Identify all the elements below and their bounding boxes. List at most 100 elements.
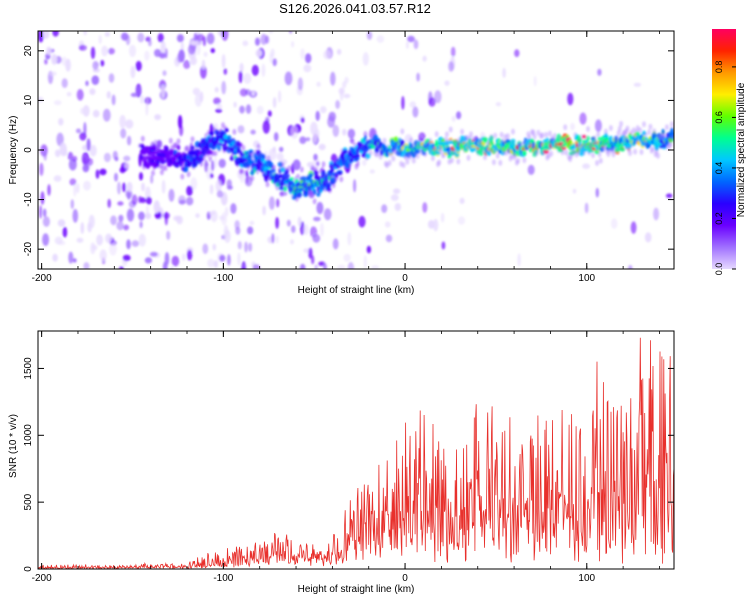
spectrogram-noise-blob [316, 161, 320, 166]
spectrogram-noise-blob [363, 255, 367, 269]
spectrogram-noise-blob [162, 261, 168, 269]
spectrogram-noise-blob [125, 119, 134, 129]
spectrogram-noise-blob [109, 241, 117, 256]
spectrogram-halo-blob [489, 134, 494, 140]
spectrogram-noise-blob [139, 172, 143, 181]
spectrogram-noise-blob [80, 222, 85, 234]
spectrogram-noise-blob [49, 71, 57, 76]
spectrogram-noise-blob [211, 160, 215, 172]
spectrogram-noise-blob [318, 261, 326, 267]
spectrogram-ridge-blob [399, 139, 405, 146]
spectrogram-noise-blob [226, 185, 233, 190]
spectrogram-noise-blob [108, 73, 115, 83]
spectrogram-noise-blob [448, 61, 454, 72]
spectrogram-noise-blob [248, 242, 253, 252]
spectrogram-ridge-blob [190, 145, 195, 150]
spectrogram-ridge-blob [582, 139, 587, 144]
spectrogram-noise-blob [68, 251, 74, 264]
spectrogram-noise-blob [239, 88, 248, 97]
spectrogram-noise-blob [65, 58, 71, 72]
spectrogram-ridge-blob [283, 185, 287, 192]
spectrogram-noise-blob [177, 115, 183, 129]
spectrogram-halo-blob [246, 163, 251, 170]
spectrogram-noise-blob [67, 151, 74, 161]
spectrogram-noise-blob [328, 111, 337, 122]
spectrogram-ridge-blob [305, 189, 309, 196]
spectrogram-noise-blob [70, 199, 75, 210]
spectrogram-noise-blob [441, 241, 446, 250]
spectrogram-halo-blob [163, 165, 168, 171]
spectrogram-noise-blob [300, 48, 305, 60]
spectrogram-noise-blob [249, 220, 255, 226]
spectrogram-noise-blob [146, 196, 152, 205]
spectrogram-noise-blob [138, 196, 143, 204]
spectrogram-noise-blob [186, 249, 193, 261]
spectrogram-noise-blob [405, 41, 409, 49]
spectrogram-noise-blob [252, 264, 260, 269]
spectrogram-noise-blob [665, 193, 673, 199]
spectrogram-noise-blob [202, 243, 209, 255]
snr-xlabel: Height of straight line (km) [298, 584, 415, 595]
spectrogram-noise-blob [164, 211, 168, 226]
spectrogram-noise-blob [91, 244, 98, 251]
spectrogram-noise-blob [381, 204, 388, 214]
spectrogram-noise-blob [216, 190, 224, 198]
spectrogram-noise-blob [104, 32, 111, 37]
spectrogram-noise-blob [268, 196, 275, 210]
spectrogram-noise-blob [255, 37, 260, 46]
spectrogram-noise-blob [407, 35, 415, 43]
spectrogram-noise-blob [347, 232, 352, 246]
colorbar: 0.0 0.2 0.4 0.6 0.8 Normalized spectral ampl… [712, 29, 747, 275]
spectrogram-noise-blob [192, 87, 201, 96]
spectrogram-halo-blob [498, 159, 503, 166]
spectrogram-noise-blob [342, 128, 347, 136]
spectrogram-halo-blob [493, 132, 498, 139]
spectrogram-ridge-blob [608, 135, 614, 143]
spectrogram-halo-blob [595, 160, 599, 166]
spectrogram-halo-blob [140, 135, 145, 142]
spectrogram-halo-blob [287, 165, 292, 172]
snr-series-line [38, 337, 674, 569]
spectrogram-noise-blob [336, 48, 342, 55]
spectrogram-noise-blob [239, 105, 245, 114]
spectrogram-halo-blob [638, 127, 643, 134]
spectrogram-halo-blob [180, 173, 185, 180]
spectrogram-noise-blob [186, 196, 194, 206]
spectrogram-noise-blob [153, 200, 160, 214]
spectrogram-halo-blob [598, 157, 603, 164]
spectrogram-halo-blob [456, 158, 461, 165]
spectrogram-noise-blob [313, 216, 321, 222]
spectrogram-noise-blob [251, 64, 259, 76]
spectrogram-halo-blob [297, 192, 302, 199]
spectrogram-noise-blob [218, 158, 226, 168]
spectrogram-noise-blob [99, 168, 107, 176]
spectrogram-halo-blob [650, 145, 655, 152]
spectrogram-halo-blob [643, 132, 648, 139]
spectrogram-noise-blob [495, 102, 502, 107]
spectrogram-halo-blob [339, 176, 344, 183]
spectrogram-noise-blob [95, 169, 100, 179]
spectrogram-noise-blob [290, 125, 299, 139]
colorbar-tick-label: 0.2 [714, 212, 724, 225]
spectrogram-ridge-blob [225, 128, 229, 133]
spectrogram-noise-blob [567, 92, 574, 106]
spectrogram-noise-blob [196, 43, 201, 56]
spectrogram-noise-blob [204, 159, 208, 173]
snr-y-tick-label: 1500 [23, 357, 34, 380]
spectrogram-noise-blob [595, 187, 599, 198]
spectrogram-noise-blob [262, 205, 266, 216]
spectrogram-noise-blob [371, 265, 380, 269]
spectrogram-noise-blob [362, 159, 367, 166]
spectrogram-noise-blob [394, 203, 401, 211]
spectrogram-noise-blob [130, 92, 139, 97]
spectrogram-noise-blob [203, 51, 208, 57]
spectrogram-ridge-blob [302, 176, 307, 182]
spectrogram-noise-blob [38, 31, 44, 43]
spectrogram-noise-blob [251, 90, 256, 97]
spectrogram-y-tick-label: -20 [23, 242, 34, 257]
spectrogram-halo-blob [217, 146, 222, 153]
spectrogram-ridge-blob [280, 167, 286, 173]
spectrogram-halo-blob [639, 149, 644, 155]
spectrogram-halo-blob [265, 181, 270, 188]
